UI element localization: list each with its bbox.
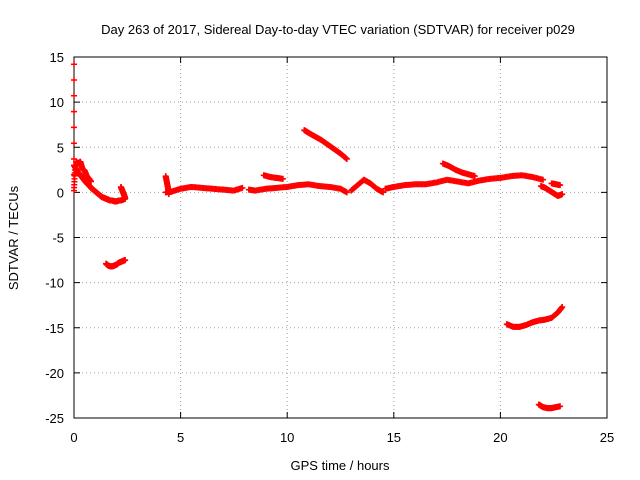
- plot-frame: [73, 56, 608, 419]
- x-tick-label: 25: [600, 430, 614, 445]
- data-point: [88, 178, 95, 185]
- x-tick-label: 20: [493, 430, 507, 445]
- y-tick-label: 15: [50, 50, 64, 65]
- series-arc-7: [348, 176, 387, 196]
- data-point: [343, 189, 350, 196]
- axis-ticks: 0 5 10 15 20 25 -25 -20 -15 -10 -5 0 5 10 15: [45, 50, 614, 445]
- series-arc-9: [439, 160, 478, 180]
- series-arc-8: [382, 172, 547, 192]
- x-axis-label: GPS time / hours: [291, 458, 390, 473]
- x-tick-label: 10: [280, 430, 294, 445]
- data-point: [122, 257, 129, 264]
- series-arc-1-upper: [73, 158, 95, 185]
- data-points: [71, 61, 566, 412]
- series-arc-2: [117, 183, 129, 201]
- data-point: [557, 403, 564, 410]
- data-point: [540, 176, 547, 183]
- data-point: [71, 108, 77, 115]
- data-point: [557, 182, 564, 189]
- x-tick-label: 5: [177, 430, 184, 445]
- data-point: [471, 173, 478, 180]
- series-arc-12: [503, 303, 566, 330]
- y-tick-label: -10: [45, 276, 64, 291]
- y-tick-label: -25: [45, 411, 64, 426]
- series-arc-6: [301, 127, 350, 162]
- data-point: [71, 61, 77, 68]
- series-arc-10: [537, 183, 566, 199]
- data-point: [122, 194, 129, 201]
- data-point: [71, 77, 77, 84]
- y-tick-label: 10: [50, 95, 64, 110]
- data-point: [559, 191, 566, 198]
- data-point: [71, 124, 77, 131]
- y-tick-label: 5: [57, 140, 64, 155]
- data-point: [71, 140, 77, 147]
- series-arc-11: [548, 180, 564, 189]
- grid-lines: [74, 57, 607, 418]
- series-arc-3: [102, 257, 129, 270]
- data-point: [279, 175, 286, 182]
- y-tick-label: -20: [45, 366, 64, 381]
- data-point: [559, 303, 566, 310]
- series-arc-start-outliers: [71, 61, 79, 194]
- series-arc-5: [245, 181, 350, 196]
- y-axis-label: SDTVAR / TECUs: [6, 185, 21, 290]
- chart-title: Day 263 of 2017, Sidereal Day-to-day VTE…: [101, 22, 575, 37]
- series-arc-13: [535, 401, 564, 412]
- data-point: [380, 189, 387, 196]
- data-point: [71, 155, 77, 162]
- y-tick-label: -15: [45, 321, 64, 336]
- series-arc-4-start: [162, 173, 172, 198]
- series-arc-5-hump: [260, 172, 286, 182]
- y-tick-label: -5: [52, 231, 64, 246]
- data-point: [71, 92, 77, 99]
- x-tick-label: 0: [70, 430, 77, 445]
- data-point: [72, 164, 79, 171]
- data-point: [343, 155, 350, 162]
- x-tick-label: 15: [387, 430, 401, 445]
- data-point: [165, 191, 172, 198]
- series-arc-4: [162, 183, 246, 196]
- data-point: [239, 184, 246, 191]
- y-tick-label: 0: [57, 185, 64, 200]
